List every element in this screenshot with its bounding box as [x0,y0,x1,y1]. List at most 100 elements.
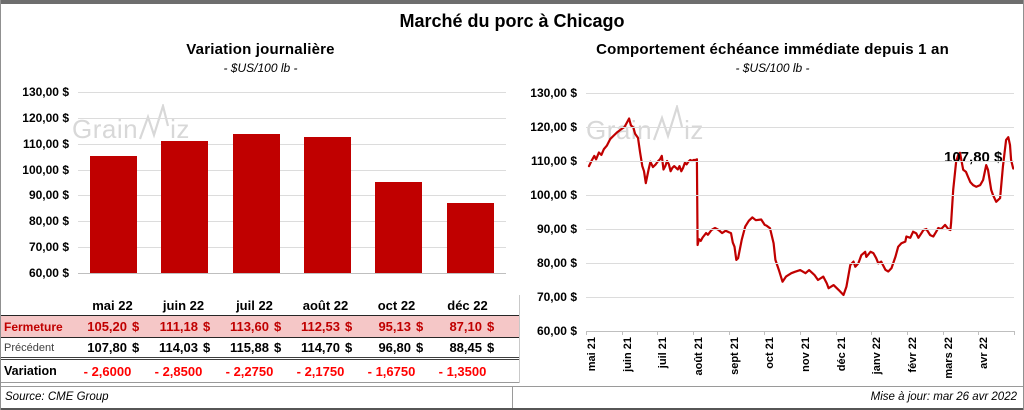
line-chart-y-axis: 130,00 $ 120,00 $ 110,00 $ 100,00 $ 90,00 $ 8… [499,0,577,410]
line-chart-title: Comportement échéance immédiate depuis 1… [596,41,949,58]
x-tick-label: août 21 [693,337,705,376]
gridline [586,297,1014,298]
x-axis-tick [835,331,837,335]
month-header-cell: oct 22 [377,297,416,313]
last-price-annotation: 107,80 $ [944,149,1003,166]
cell-number: 96,80 [378,340,411,355]
bar-chart-subtitle: - $US/100 lb - [223,61,298,75]
cell-number: 113,60 [229,319,269,334]
line-chart-subtitle: - $US/100 lb - [735,61,810,75]
line-chart-plot-area: Grain iz 107,80 $ [586,93,1015,335]
x-axis-tick [942,331,944,335]
gridline [78,195,506,197]
bar-mai 22 [90,156,137,273]
y-tick-label: 130,00 $ [530,86,577,100]
row-label: Fermeture [4,319,63,334]
value-cell: 107,80 $ [77,340,148,355]
month-header-cell: mai 22 [92,297,133,313]
value-cell: 112,53 $ [290,319,361,334]
cell-number: 112,53 [300,319,340,334]
table-row-fermeture: Fermeture 105,20 $111,18 $113,60 $112,53 $95,… [1,316,519,338]
value-cell: 111,18 $ [148,319,219,334]
cell-number: 114,70 [300,340,340,355]
watermark-zigzag-icon [139,104,170,140]
currency-symbol: $ [203,319,211,334]
cell-number: 105,20 [87,319,127,334]
y-tick-label: 110,00 $ [22,136,69,151]
cell-number: - 2,1750 [296,363,345,379]
updated-note: Mise à jour: mar 26 avr 2022 [870,391,1017,403]
x-axis-tick [621,331,623,335]
x-tick-label: mars 22 [942,337,955,379]
value-cell: - 1,6750 [361,364,432,379]
row-label: Variation [4,364,57,378]
gridline [586,263,1014,264]
table-row-precedent: Précédent 107,80 $114,03 $115,88 $114,70 $96,… [1,338,519,360]
currency-symbol: $ [274,340,282,355]
currency-symbol: $ [487,319,495,334]
cell-number: 111,18 [159,319,198,334]
month-header-cell: juil 22 [236,297,273,313]
value-cell: 115,88 $ [219,340,290,355]
top-border-bar [1,0,1023,4]
main-title: Marché du porc à Chicago [399,11,625,31]
currency-symbol: $ [203,340,211,355]
value-cell: - 1,3500 [432,364,503,379]
month-header-cell: août 22 [302,297,349,313]
gridline [78,221,506,223]
value-cell: - 2,2750 [219,364,290,379]
cell-number: - 1,3500 [438,363,487,379]
cell-number: 95,13 [378,319,411,334]
line-chart-x-axis: mai 21 juin 21 juil 21 août 21 sept 21 oct 21… [586,337,1014,389]
gridline [586,229,1014,230]
value-cell: 96,80 $ [361,340,432,355]
month-header-cell: juin 22 [162,297,205,313]
x-tick-label: févr 22 [907,337,919,373]
gridline [586,161,1014,162]
y-tick-label: 90,00 $ [536,222,577,236]
table-row-variation: Variation - 2,6000 - 2,8500 - 2,2750 - 2,175… [1,360,519,383]
gridline [78,92,506,93]
x-tick-label: déc 21 [835,337,848,372]
y-tick-label: 70,00 $ [28,240,69,255]
watermark-text-right: iz [170,114,190,144]
x-axis-tick [800,331,801,335]
futures-table: mai 22 juin 22 juil 22 août 22 oct 22 déc 22 F… [1,295,520,383]
footer-bar: Source: CME Group Mise à jour: mar 26 av… [1,386,1023,410]
bar-oct 22 [375,182,423,273]
value-cell: 105,20 $ [77,319,148,334]
x-tick-label: janv 22 [871,337,884,375]
y-tick-label: 70,00 $ [536,290,577,304]
bar-août 22 [304,137,351,273]
bar-juin 22 [161,140,209,273]
bar-chart-y-axis: 130,00 $ 120,00 $ 110,00 $ 100,00 $ 90,00 $ 8… [1,0,69,410]
bar-déc 22 [446,202,494,273]
currency-symbol: $ [487,340,495,355]
cell-number: - 1,6750 [367,363,416,379]
gridline [78,273,506,274]
x-axis-tick [871,331,873,335]
x-axis-tick [693,331,694,335]
currency-symbol: $ [132,340,140,355]
x-axis-tick [764,331,766,335]
gridline [586,93,1014,94]
y-tick-label: 60,00 $ [28,266,69,280]
x-tick-label: oct 21 [764,337,777,369]
value-cell: - 2,1750 [290,364,361,379]
y-tick-label: 110,00 $ [530,154,577,168]
grainwiz-watermark: Grain iz [72,104,190,142]
value-cell: 113,60 $ [219,319,290,334]
watermark-text-left: Grain [72,114,139,144]
value-cell: - 2,6000 [77,364,148,379]
month-header-cell: déc 22 [447,297,488,313]
y-tick-label: 60,00 $ [536,324,577,338]
currency-symbol: $ [132,319,140,334]
bar-chart-title: Variation journalière [186,41,335,58]
price-line-series [587,117,1014,297]
value-cell: 114,70 $ [290,340,361,355]
y-tick-label: 100,00 $ [22,162,69,177]
gridline [78,169,506,171]
y-tick-label: 80,00 $ [28,214,69,229]
cell-number: 107,80 [87,340,127,355]
value-cell: 87,10 $ [432,319,503,334]
